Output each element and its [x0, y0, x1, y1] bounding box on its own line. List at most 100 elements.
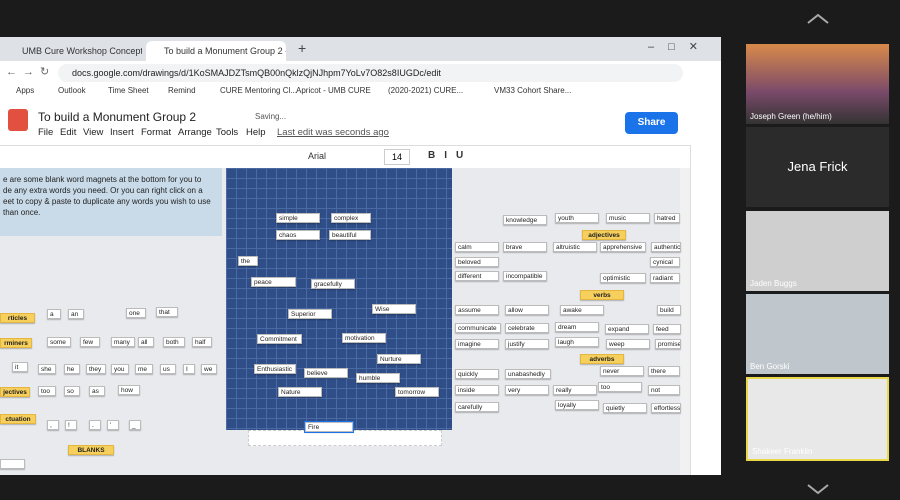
- word-magnet[interactable]: Fire: [304, 421, 354, 433]
- word-magnet[interactable]: authentic: [651, 242, 681, 252]
- word-magnet[interactable]: justify: [505, 339, 549, 349]
- word-magnet[interactable]: Superior: [288, 309, 332, 319]
- word-magnet[interactable]: few: [80, 337, 100, 347]
- word-magnet[interactable]: I: [183, 364, 195, 374]
- word-magnet[interactable]: brave: [503, 242, 547, 252]
- word-magnet[interactable]: different: [455, 271, 499, 281]
- word-magnet[interactable]: expand: [605, 324, 649, 334]
- font-size[interactable]: 14: [384, 149, 410, 165]
- word-magnet[interactable]: never: [600, 366, 644, 376]
- word-magnet[interactable]: cynical: [650, 257, 680, 267]
- word-magnet[interactable]: half: [192, 337, 212, 347]
- doc-title[interactable]: To build a Monument Group 2: [38, 110, 197, 124]
- category-label[interactable]: jectives: [0, 387, 30, 397]
- word-magnet[interactable]: peace: [251, 277, 296, 287]
- format-buttons[interactable]: BIU: [428, 150, 473, 161]
- word-magnet[interactable]: really: [553, 385, 597, 395]
- font-select[interactable]: Arial: [308, 151, 327, 161]
- word-magnet[interactable]: laugh: [555, 337, 599, 347]
- bookmark[interactable]: CURE Mentoring Cl...: [220, 86, 297, 95]
- word-magnet[interactable]: ': [107, 420, 119, 430]
- word-magnet[interactable]: there: [648, 366, 680, 376]
- word-magnet[interactable]: tomorrow: [395, 387, 439, 397]
- word-magnet[interactable]: us: [160, 364, 176, 374]
- word-magnet[interactable]: believe: [304, 368, 348, 378]
- word-magnet[interactable]: you: [111, 364, 129, 374]
- menu-item[interactable]: Arrange: [178, 127, 212, 138]
- word-magnet[interactable]: not: [648, 385, 680, 395]
- word-magnet[interactable]: she: [38, 364, 56, 374]
- word-magnet[interactable]: Wise: [372, 304, 416, 314]
- word-magnet[interactable]: he: [64, 364, 80, 374]
- word-magnet[interactable]: music: [606, 213, 650, 223]
- word-magnet[interactable]: celebrate: [505, 323, 549, 333]
- word-magnet[interactable]: very: [505, 385, 549, 395]
- word-magnet[interactable]: calm: [455, 242, 499, 252]
- bookmark[interactable]: Apps: [16, 86, 35, 95]
- word-magnet[interactable]: Nature: [278, 387, 322, 397]
- word-magnet[interactable]: loyally: [555, 400, 599, 410]
- word-magnet[interactable]: beautiful: [329, 230, 371, 240]
- menu-item[interactable]: Insert: [110, 127, 134, 138]
- word-magnet[interactable]: .: [89, 420, 101, 430]
- nav-buttons[interactable]: ←→↻: [6, 66, 56, 78]
- word-magnet[interactable]: promise: [655, 339, 681, 349]
- word-magnet[interactable]: altruistic: [553, 242, 597, 252]
- scroll-down[interactable]: [806, 482, 830, 496]
- word-magnet[interactable]: me: [135, 364, 153, 374]
- bookmark[interactable]: Remind: [168, 86, 196, 95]
- word-magnet[interactable]: it: [12, 362, 28, 372]
- word-magnet[interactable]: youth: [555, 213, 599, 223]
- word-magnet[interactable]: both: [163, 337, 185, 347]
- word-magnet[interactable]: build: [657, 305, 681, 315]
- menu-item[interactable]: Tools: [216, 127, 239, 138]
- category-label[interactable]: ctuation: [0, 414, 36, 424]
- word-magnet[interactable]: gracefully: [311, 279, 355, 289]
- category-label[interactable]: adjectives: [582, 230, 626, 240]
- word-magnet[interactable]: allow: [505, 305, 549, 315]
- word-magnet[interactable]: too: [38, 386, 56, 396]
- word-magnet[interactable]: many: [111, 337, 135, 347]
- word-magnet[interactable]: complex: [331, 213, 371, 223]
- word-magnet[interactable]: ,: [47, 420, 59, 430]
- word-magnet[interactable]: feed: [653, 324, 681, 334]
- word-magnet[interactable]: effortless: [651, 403, 681, 413]
- last-edit[interactable]: Last edit was seconds ago: [277, 127, 389, 138]
- word-magnet[interactable]: incompatible: [503, 271, 547, 281]
- word-magnet[interactable]: we: [201, 364, 217, 374]
- category-label[interactable]: verbs: [580, 290, 624, 300]
- tab-active[interactable]: To build a Monument Group 2 -: [146, 41, 286, 61]
- word-magnet[interactable]: Commitment: [257, 334, 302, 344]
- bookmark[interactable]: Outlook: [58, 86, 86, 95]
- word-magnet[interactable]: inside: [455, 385, 499, 395]
- word-magnet[interactable]: the: [238, 256, 258, 266]
- share-button[interactable]: Share: [625, 112, 678, 134]
- address-bar[interactable]: docs.google.com/drawings/d/1KoSMAJDZTsmQ…: [58, 64, 683, 82]
- category-label[interactable]: adverbs: [580, 354, 624, 364]
- word-magnet[interactable]: quickly: [455, 369, 499, 379]
- word-magnet[interactable]: some: [47, 337, 71, 347]
- bookmark[interactable]: VM33 Cohort Share...: [494, 86, 572, 95]
- word-magnet[interactable]: quietly: [603, 403, 647, 413]
- new-tab[interactable]: +: [298, 40, 307, 56]
- menu-item[interactable]: Edit: [60, 127, 77, 138]
- word-magnet[interactable]: one: [126, 308, 146, 318]
- blank-magnet[interactable]: [0, 459, 25, 469]
- bookmark[interactable]: (2020-2021) CURE...: [388, 86, 464, 95]
- word-magnet[interactable]: chaos: [276, 230, 320, 240]
- word-magnet[interactable]: humble: [356, 373, 400, 383]
- word-magnet[interactable]: an: [68, 309, 84, 319]
- word-magnet[interactable]: motivation: [342, 333, 386, 343]
- category-label[interactable]: rticles: [0, 313, 35, 323]
- word-magnet[interactable]: that: [156, 307, 178, 317]
- category-label[interactable]: rminers: [0, 338, 32, 348]
- scrollbar[interactable]: [680, 168, 690, 475]
- word-magnet[interactable]: radiant: [650, 273, 680, 283]
- word-magnet[interactable]: so: [64, 386, 80, 396]
- word-magnet[interactable]: Nurture: [377, 354, 421, 364]
- word-magnet[interactable]: they: [86, 364, 106, 374]
- word-magnet[interactable]: imagine: [455, 339, 499, 349]
- window-controls[interactable]: –□✕: [648, 41, 712, 53]
- word-magnet[interactable]: dream: [555, 322, 599, 332]
- menu-item[interactable]: Help: [246, 127, 266, 138]
